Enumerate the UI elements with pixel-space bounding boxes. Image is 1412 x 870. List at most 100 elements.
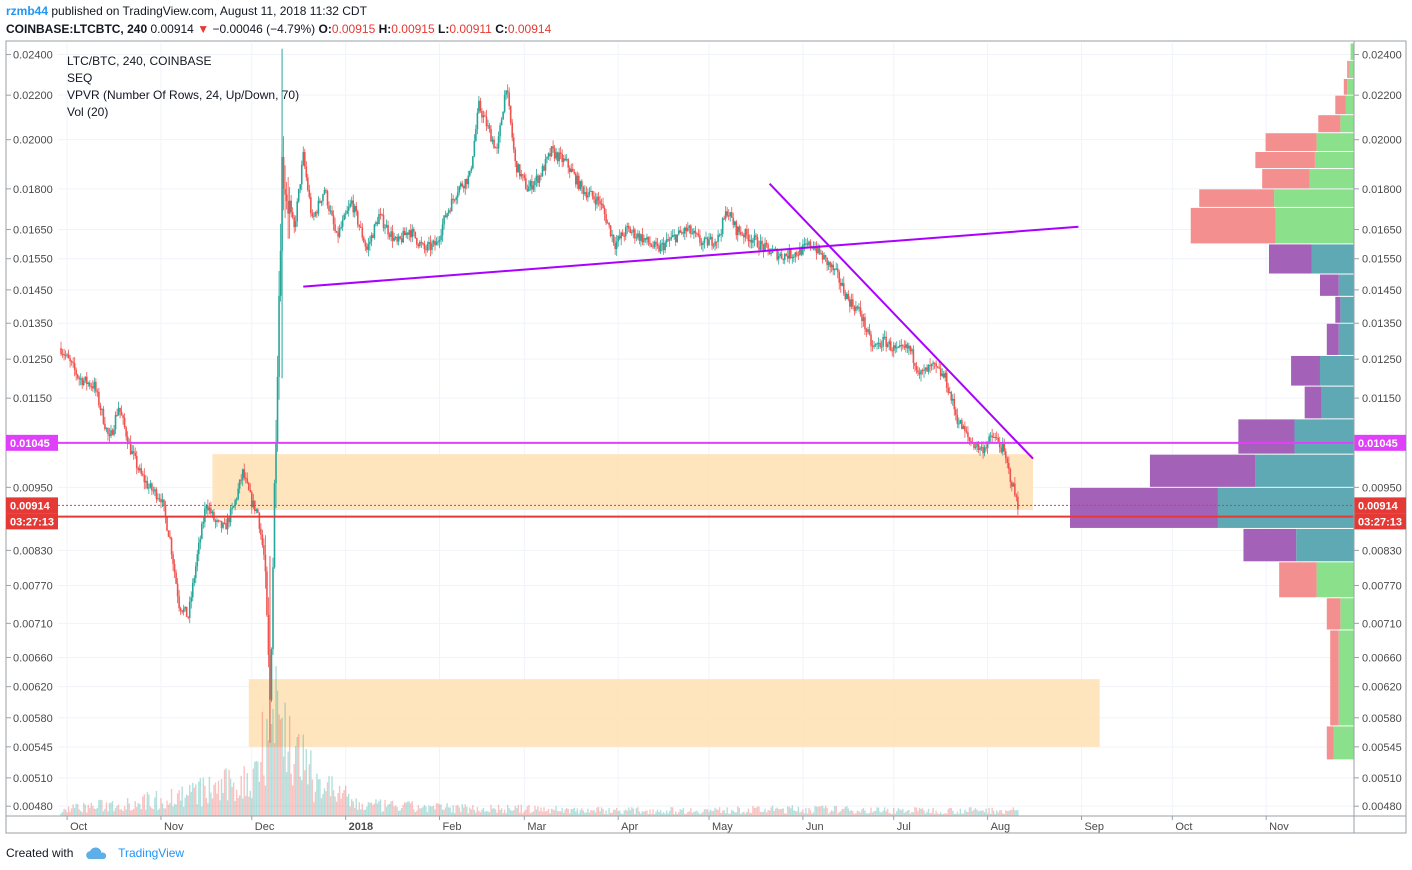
candle-body xyxy=(705,237,707,239)
volume-bar xyxy=(746,811,748,816)
candle-body xyxy=(154,489,156,491)
candle-body xyxy=(435,241,438,246)
volume-bar xyxy=(767,809,769,816)
candle-body xyxy=(777,255,780,260)
candle-body xyxy=(85,376,88,384)
volume-bar xyxy=(285,772,288,816)
y-tick-label-right: 0.01450 xyxy=(1362,285,1402,297)
volume-bar xyxy=(664,813,666,816)
volume-bar xyxy=(566,808,568,816)
candle-body xyxy=(534,180,536,186)
volume-bar xyxy=(363,809,365,816)
volume-bar xyxy=(532,811,535,816)
volume-profile-down-bar xyxy=(1291,355,1320,386)
volume-bar xyxy=(691,812,694,816)
candle-body xyxy=(939,368,942,376)
volume-bar xyxy=(709,809,712,816)
volume-bar xyxy=(273,743,276,816)
candle-body xyxy=(898,345,901,347)
candle-body xyxy=(905,344,907,348)
price-chart[interactable]: 0.01045 0.01045 0.00914 0.00914 03:27:13 03:2… xyxy=(0,0,1412,840)
candle-body xyxy=(196,554,199,567)
candle-body xyxy=(600,203,603,205)
volume-bar xyxy=(537,806,539,816)
candle-body xyxy=(134,452,137,456)
volume-profile-up-bar xyxy=(1274,189,1354,207)
candle-body xyxy=(228,517,230,523)
volume-bar xyxy=(223,769,226,816)
candle-body xyxy=(994,436,996,438)
volume-bar xyxy=(423,804,426,816)
author-link[interactable]: rzmb44 xyxy=(6,4,49,18)
volume-bar xyxy=(307,784,309,816)
y-tick-label-left: 0.01450 xyxy=(13,285,53,297)
candle-body xyxy=(668,239,671,241)
candle-body xyxy=(178,596,180,609)
volume-bar xyxy=(923,810,925,816)
volume-bar xyxy=(959,808,962,816)
candle-body xyxy=(414,231,417,239)
volume-bar xyxy=(220,779,223,816)
candle-body xyxy=(346,210,348,214)
candle-body xyxy=(511,122,514,138)
candle-body xyxy=(417,244,420,247)
candle-body xyxy=(546,156,548,159)
volume-bar xyxy=(693,811,695,816)
candle-body xyxy=(67,354,70,359)
candle-body xyxy=(190,597,193,602)
volume-bar xyxy=(596,807,598,816)
volume-bar xyxy=(502,812,504,816)
volume-bar xyxy=(122,811,124,816)
volume-bar xyxy=(444,807,447,816)
candle-body xyxy=(60,348,62,354)
candle-body xyxy=(66,354,68,356)
candle-body xyxy=(522,174,524,176)
candle-body xyxy=(361,227,364,238)
candle-body xyxy=(240,479,242,481)
candle-body xyxy=(384,227,386,229)
candle-body xyxy=(387,224,389,235)
candle-body xyxy=(379,214,382,216)
candle-body xyxy=(291,212,294,218)
volume-bar xyxy=(478,810,480,816)
volume-bar xyxy=(870,807,872,816)
candle-body xyxy=(514,149,517,161)
candle-body xyxy=(1006,458,1009,463)
candle-body xyxy=(202,522,205,524)
volume-bar xyxy=(646,810,648,816)
candle-body xyxy=(703,237,706,243)
candle-body xyxy=(272,567,274,650)
y-tick-label-left: 0.01550 xyxy=(13,254,53,266)
volume-profile-up-bar xyxy=(1348,60,1354,78)
candle-body xyxy=(117,407,120,416)
volume-bar xyxy=(261,711,264,816)
volume-bar xyxy=(301,780,303,816)
volume-bar xyxy=(720,812,722,816)
volume-bar xyxy=(284,702,286,816)
candle-body xyxy=(473,140,476,157)
volume-bar xyxy=(416,810,418,816)
candle-body xyxy=(72,362,74,364)
candle-body xyxy=(749,239,751,242)
candle-body xyxy=(108,434,111,437)
candle-body xyxy=(871,345,874,347)
candle-body xyxy=(1017,496,1019,510)
candle-body xyxy=(936,366,939,368)
candle-body xyxy=(537,175,539,183)
y-tick-label-left: 0.01650 xyxy=(13,225,53,237)
volume-bar xyxy=(425,806,427,816)
volume-bar xyxy=(446,803,448,816)
volume-bar xyxy=(251,798,253,816)
y-tick-label-left: 0.01150 xyxy=(13,393,52,405)
candle-body xyxy=(989,435,992,437)
volume-bar xyxy=(370,802,373,816)
volume-bar xyxy=(440,804,442,816)
last-price-label-left-bg xyxy=(6,497,58,514)
volume-bar xyxy=(394,805,397,816)
candle-body xyxy=(155,489,158,500)
volume-bar xyxy=(376,803,379,816)
tradingview-link[interactable]: TradingView xyxy=(118,846,185,860)
volume-bar xyxy=(794,811,797,816)
candle-body xyxy=(329,210,332,212)
volume-bar xyxy=(205,798,208,816)
